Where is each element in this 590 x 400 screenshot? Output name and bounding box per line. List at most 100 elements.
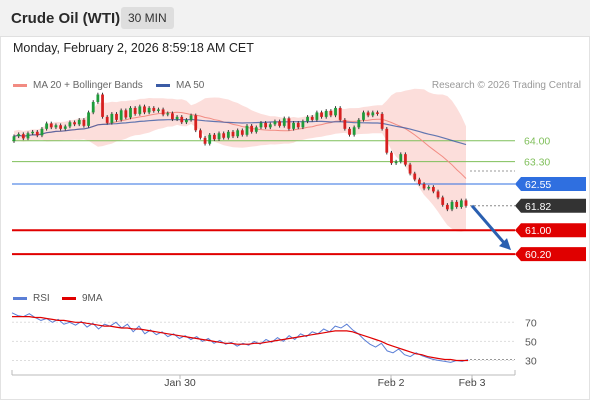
candle-body (334, 107, 337, 116)
candle-body (394, 161, 398, 164)
candle-body (296, 122, 300, 128)
candle-body (40, 128, 44, 136)
candle-body (152, 107, 156, 111)
candle-body (143, 106, 146, 113)
candle-body (180, 116, 184, 123)
candle-body (110, 113, 114, 123)
candle-body (87, 112, 90, 126)
candle-body (147, 107, 151, 113)
candle-body (427, 186, 431, 189)
candle-body (320, 112, 323, 117)
candle-body (31, 131, 35, 134)
candle-body (441, 197, 445, 205)
candle-body (404, 154, 407, 165)
candle-body (198, 130, 202, 138)
legend-ma20: MA 20 + Bollinger Bands (13, 80, 143, 91)
candle-body (63, 126, 67, 129)
forecast-arrow-head (499, 238, 511, 251)
candle-body (445, 204, 449, 210)
legend-ma20-label: MA 20 + Bollinger Bands (33, 80, 143, 91)
forecast-arrow (470, 204, 508, 247)
candle-body (105, 116, 109, 123)
candle-body (268, 124, 272, 128)
candle-body (96, 94, 100, 102)
candle-body (189, 115, 193, 120)
candle-body (101, 94, 104, 117)
candle-body (166, 113, 170, 115)
candle-body (292, 122, 295, 129)
level-badge-61.00 (515, 223, 586, 238)
candle-body (91, 101, 95, 113)
candle-body (282, 118, 286, 126)
instrument-title: Crude Oil (WTI) (11, 10, 121, 27)
level-label-63.30: 63.30 (524, 157, 550, 169)
candle-body (194, 115, 198, 131)
legend-rsi: RSI (13, 293, 50, 304)
rsi-tick-50: 50 (525, 336, 537, 348)
candle-body (45, 123, 49, 129)
timeframe-button[interactable]: 30 MIN (121, 7, 174, 29)
legend-ma50: MA 50 (156, 80, 204, 91)
rsi-tick-70: 70 (525, 317, 537, 329)
candle-body (352, 127, 356, 135)
candle-body (208, 134, 212, 144)
rsi-series-9ma (12, 316, 468, 362)
candle-body (264, 122, 268, 128)
candle-body (362, 112, 365, 120)
candle-body (226, 131, 230, 138)
candle-body (203, 137, 207, 144)
candle-body (450, 201, 454, 210)
candle-body (77, 119, 81, 125)
candle-body (315, 112, 319, 120)
legend-rsi-label: RSI (33, 293, 50, 304)
candle-body (185, 119, 188, 123)
candle-body (259, 122, 263, 128)
candle-body (17, 134, 21, 137)
candle-body (324, 110, 328, 117)
candle-body (306, 116, 309, 122)
rsi-series-rsi (11, 312, 469, 363)
level-label-62.55: 62.55 (525, 179, 551, 191)
candle-body (455, 201, 459, 207)
candle-body (436, 191, 440, 198)
candle-body (431, 186, 435, 192)
candle-body (171, 113, 174, 120)
level-label-61.82: 61.82 (525, 201, 551, 213)
candle-body (250, 125, 254, 132)
candle-body (301, 121, 305, 128)
candle-body (418, 179, 421, 184)
candle-body (26, 133, 30, 139)
candle-body (124, 110, 128, 118)
candle-body (376, 112, 379, 114)
candle-body (217, 133, 221, 140)
legend-9ma-label: 9MA (82, 293, 103, 304)
candle-body (390, 152, 393, 164)
candle-body (343, 119, 347, 129)
legend-ma50-label: MA 50 (176, 80, 205, 91)
candle-body (399, 154, 403, 162)
level-badge-60.20 (515, 247, 586, 262)
timestamp: Monday, February 2, 2026 8:59:18 AM CET (13, 41, 254, 55)
candle-body (385, 128, 389, 153)
candle-body (464, 200, 468, 206)
legend-ma50-swatch (156, 83, 170, 87)
candle-body (138, 106, 142, 114)
candle-body (408, 164, 412, 174)
rsi-tick-30: 30 (525, 355, 537, 367)
candle-body (12, 136, 16, 142)
candle-body (371, 112, 375, 116)
legend-ma20-swatch (13, 83, 27, 87)
candle-body (459, 200, 463, 207)
level-label-60.20: 60.20 (525, 249, 551, 261)
x-tick-label: Feb 3 (459, 377, 486, 389)
candle-body (119, 110, 123, 120)
candle-body (175, 116, 179, 120)
candle-body (129, 107, 132, 118)
candle-body (73, 122, 76, 125)
level-label-61.00: 61.00 (525, 225, 551, 237)
bollinger-band (14, 88, 466, 232)
candle-body (329, 110, 333, 116)
candle-body (245, 125, 249, 135)
candle-body (240, 130, 244, 135)
